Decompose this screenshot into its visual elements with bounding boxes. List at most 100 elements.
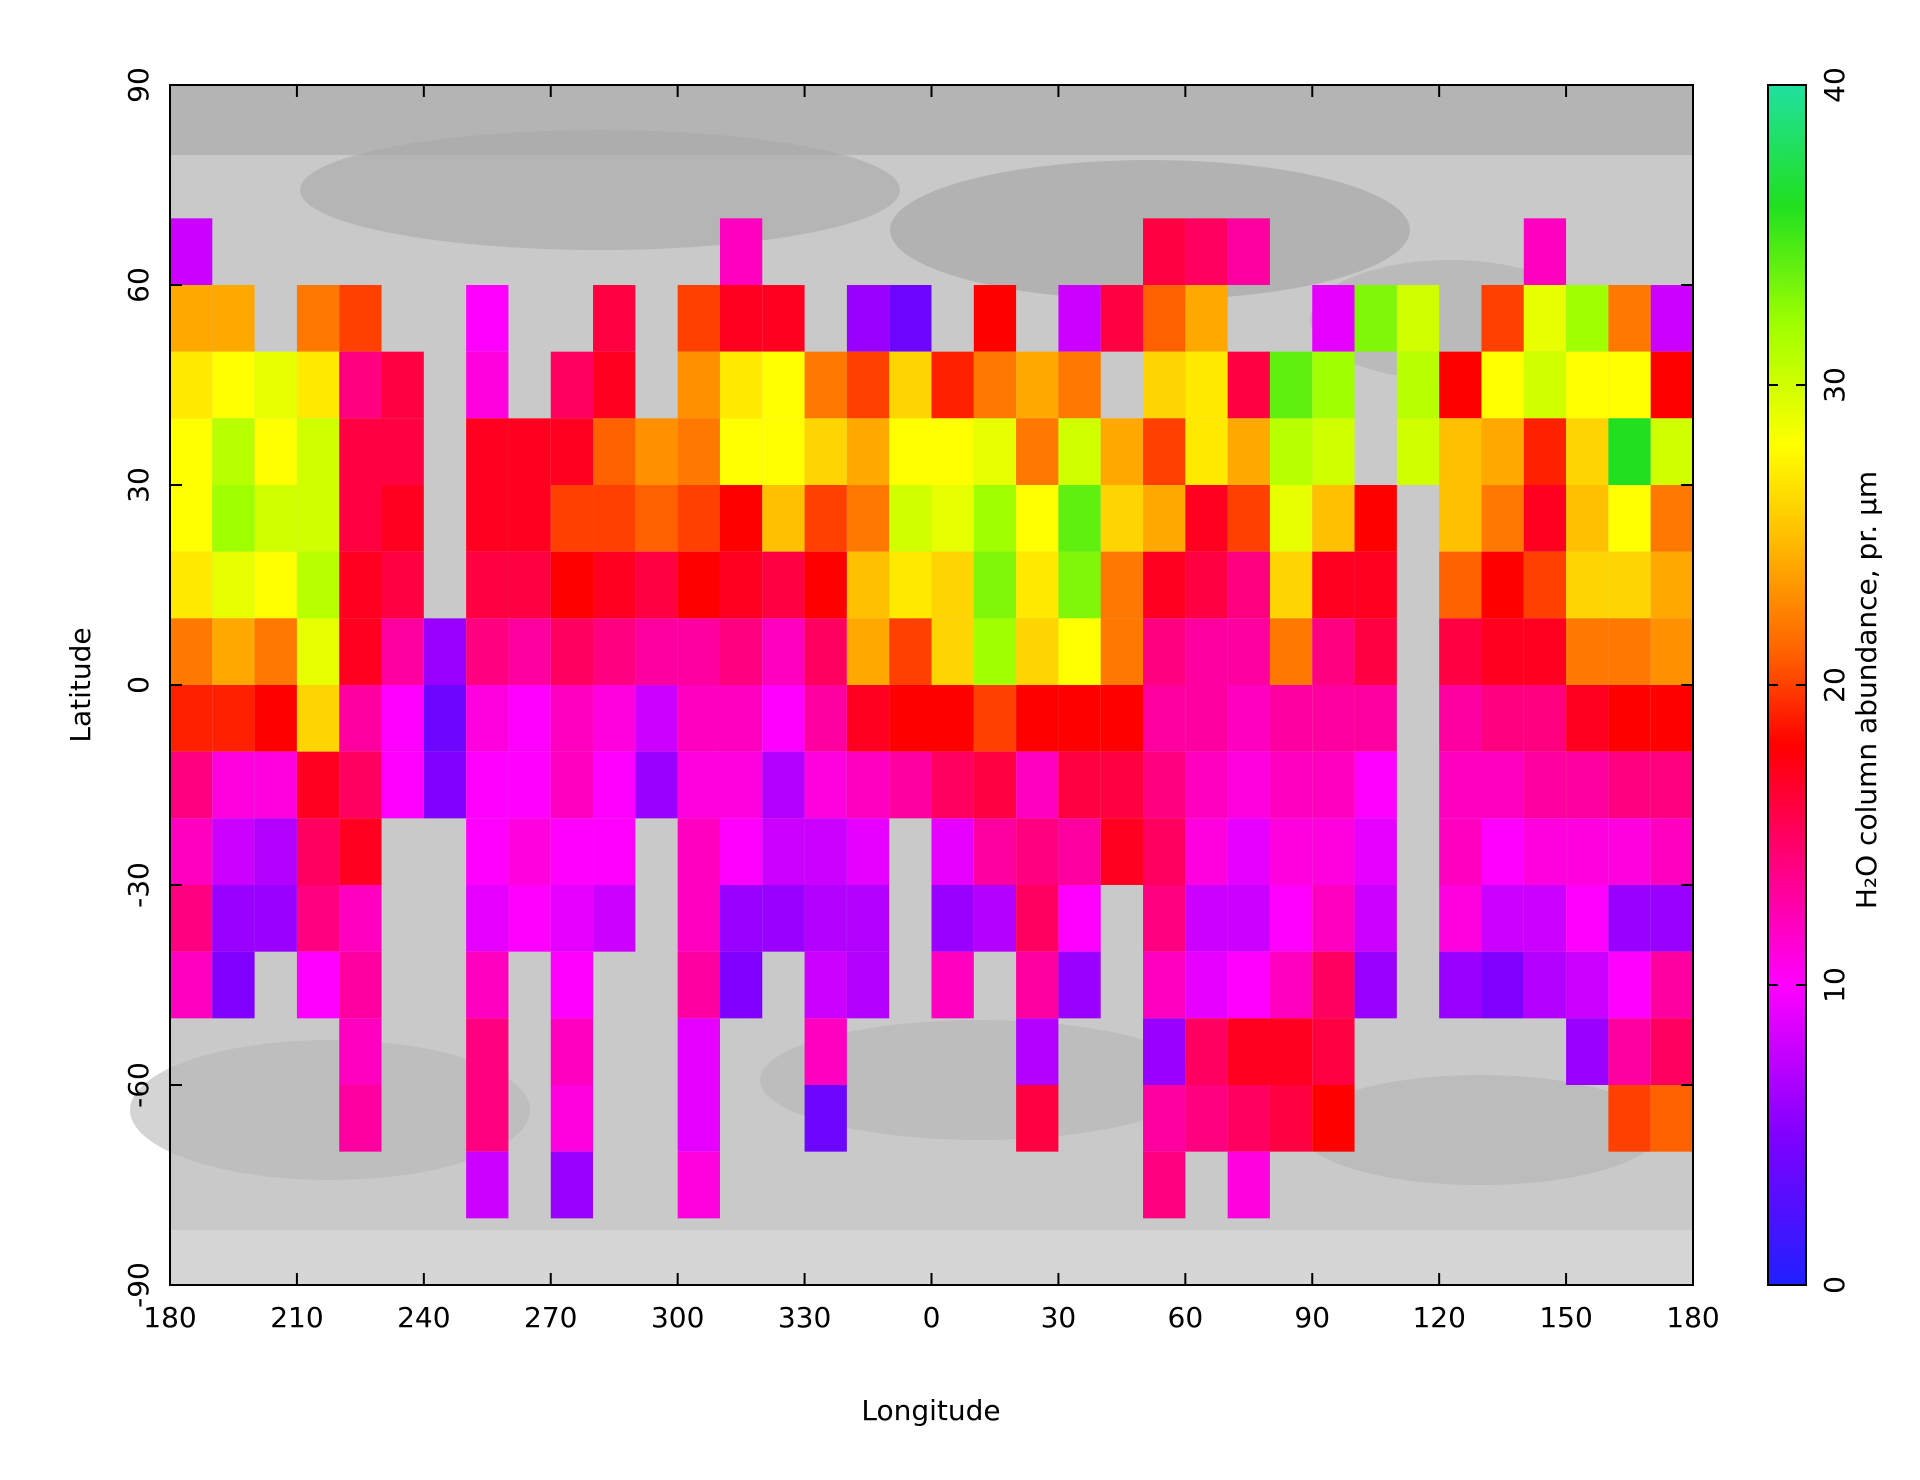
heatmap-cell xyxy=(296,618,340,685)
heatmap-cell xyxy=(889,351,932,419)
heatmap-cell xyxy=(339,885,382,952)
heatmap-cell xyxy=(973,351,1017,419)
heatmap-cell xyxy=(846,418,890,485)
heatmap-cell xyxy=(339,818,382,885)
heatmap-cell xyxy=(1227,551,1270,619)
heatmap-cell xyxy=(170,485,213,552)
heatmap-cell xyxy=(846,751,890,819)
heatmap-cell xyxy=(466,685,509,752)
heatmap-cell xyxy=(1185,951,1228,1019)
heatmap-cell xyxy=(1269,618,1313,685)
heatmap-cell xyxy=(254,685,297,752)
heatmap-cell xyxy=(508,618,551,685)
heatmap-cell xyxy=(1100,485,1144,552)
heatmap-cell xyxy=(973,818,1017,885)
heatmap-cell xyxy=(466,285,509,352)
heatmap-cell xyxy=(1650,818,1693,885)
heatmap-cell xyxy=(466,951,509,1019)
heatmap-cell xyxy=(804,618,847,685)
heatmap-cell xyxy=(1650,1018,1693,1085)
heatmap-cell xyxy=(1058,751,1101,819)
heatmap-cell xyxy=(973,751,1017,819)
heatmap-cell xyxy=(1439,485,1482,552)
heatmap-cell xyxy=(931,885,974,952)
heatmap-cell xyxy=(550,618,594,685)
heatmap-cell xyxy=(1143,1085,1186,1152)
heatmap-cell xyxy=(1227,1151,1270,1219)
heatmap-cell xyxy=(889,685,932,752)
heatmap-cell xyxy=(170,351,213,419)
heatmap-cell xyxy=(170,418,213,485)
heatmap-cell xyxy=(1312,685,1355,752)
heatmap-cell xyxy=(804,751,847,819)
heatmap-cell xyxy=(466,1151,509,1219)
heatmap-cell xyxy=(466,618,509,685)
heatmap-cell xyxy=(1523,885,1567,952)
heatmap-cell xyxy=(973,885,1017,952)
y-axis-label: Latitude xyxy=(64,627,97,742)
heatmap-cell xyxy=(1312,818,1355,885)
heatmap-cell xyxy=(1439,885,1482,952)
heatmap-cell xyxy=(1185,885,1228,952)
heatmap-cell xyxy=(423,685,467,752)
heatmap-cell xyxy=(1016,751,1059,819)
heatmap-cell xyxy=(1227,1018,1270,1085)
y-tick-label: -30 xyxy=(122,862,155,908)
heatmap-cell xyxy=(804,551,847,619)
heatmap-cell xyxy=(677,951,720,1019)
heatmap-cell xyxy=(762,351,805,419)
heatmap-cell xyxy=(593,551,636,619)
heatmap-cell xyxy=(1100,751,1144,819)
heatmap-cell xyxy=(1143,418,1186,485)
heatmap-cell xyxy=(466,1085,509,1152)
heatmap-cell xyxy=(381,618,424,685)
heatmap-cell xyxy=(1143,1018,1186,1085)
heatmap-cell xyxy=(1608,685,1651,752)
heatmap-cell xyxy=(1439,618,1482,685)
heatmap-cell xyxy=(1143,685,1186,752)
heatmap-cell xyxy=(1227,685,1270,752)
heatmap-cell xyxy=(762,551,805,619)
heatmap-cell xyxy=(1439,351,1482,419)
heatmap-cell xyxy=(1312,751,1355,819)
heatmap-cell xyxy=(508,485,551,552)
x-tick-label: 0 xyxy=(923,1301,941,1334)
heatmap-cell xyxy=(1058,685,1101,752)
heatmap-cell xyxy=(1100,418,1144,485)
heatmap-cell xyxy=(593,685,636,752)
heatmap-cell xyxy=(1058,618,1101,685)
heatmap-cell xyxy=(1523,418,1567,485)
heatmap-cell xyxy=(973,618,1017,685)
heatmap-cell xyxy=(1227,885,1270,952)
heatmap-cell xyxy=(1566,818,1609,885)
heatmap-cell xyxy=(719,751,763,819)
y-tick-label: -90 xyxy=(122,1262,155,1308)
heatmap-cell xyxy=(1523,218,1567,285)
heatmap-cell xyxy=(550,885,594,952)
heatmap-cell xyxy=(1143,351,1186,419)
heatmap-cell xyxy=(254,485,297,552)
heatmap-cell xyxy=(889,285,932,352)
heatmap-cell xyxy=(1439,418,1482,485)
heatmap-cell xyxy=(762,818,805,885)
heatmap-cell xyxy=(1227,1085,1270,1152)
heatmap-cell xyxy=(1523,685,1567,752)
heatmap-cell xyxy=(1185,818,1228,885)
heatmap-cell xyxy=(931,818,974,885)
heatmap-cell xyxy=(296,885,340,952)
heatmap-cell xyxy=(508,751,551,819)
heatmap-cell xyxy=(677,285,720,352)
heatmap-cell xyxy=(381,551,424,619)
heatmap-cell xyxy=(1608,485,1651,552)
heatmap-cell xyxy=(550,485,594,552)
heatmap-cell xyxy=(1650,685,1693,752)
heatmap-cell xyxy=(719,618,763,685)
heatmap-cell xyxy=(1650,485,1693,552)
x-tick-label: 270 xyxy=(524,1301,577,1334)
heatmap-cell xyxy=(1608,285,1651,352)
heatmap-cell xyxy=(719,685,763,752)
heatmap-cell xyxy=(635,685,678,752)
heatmap-cell xyxy=(1650,1085,1693,1152)
